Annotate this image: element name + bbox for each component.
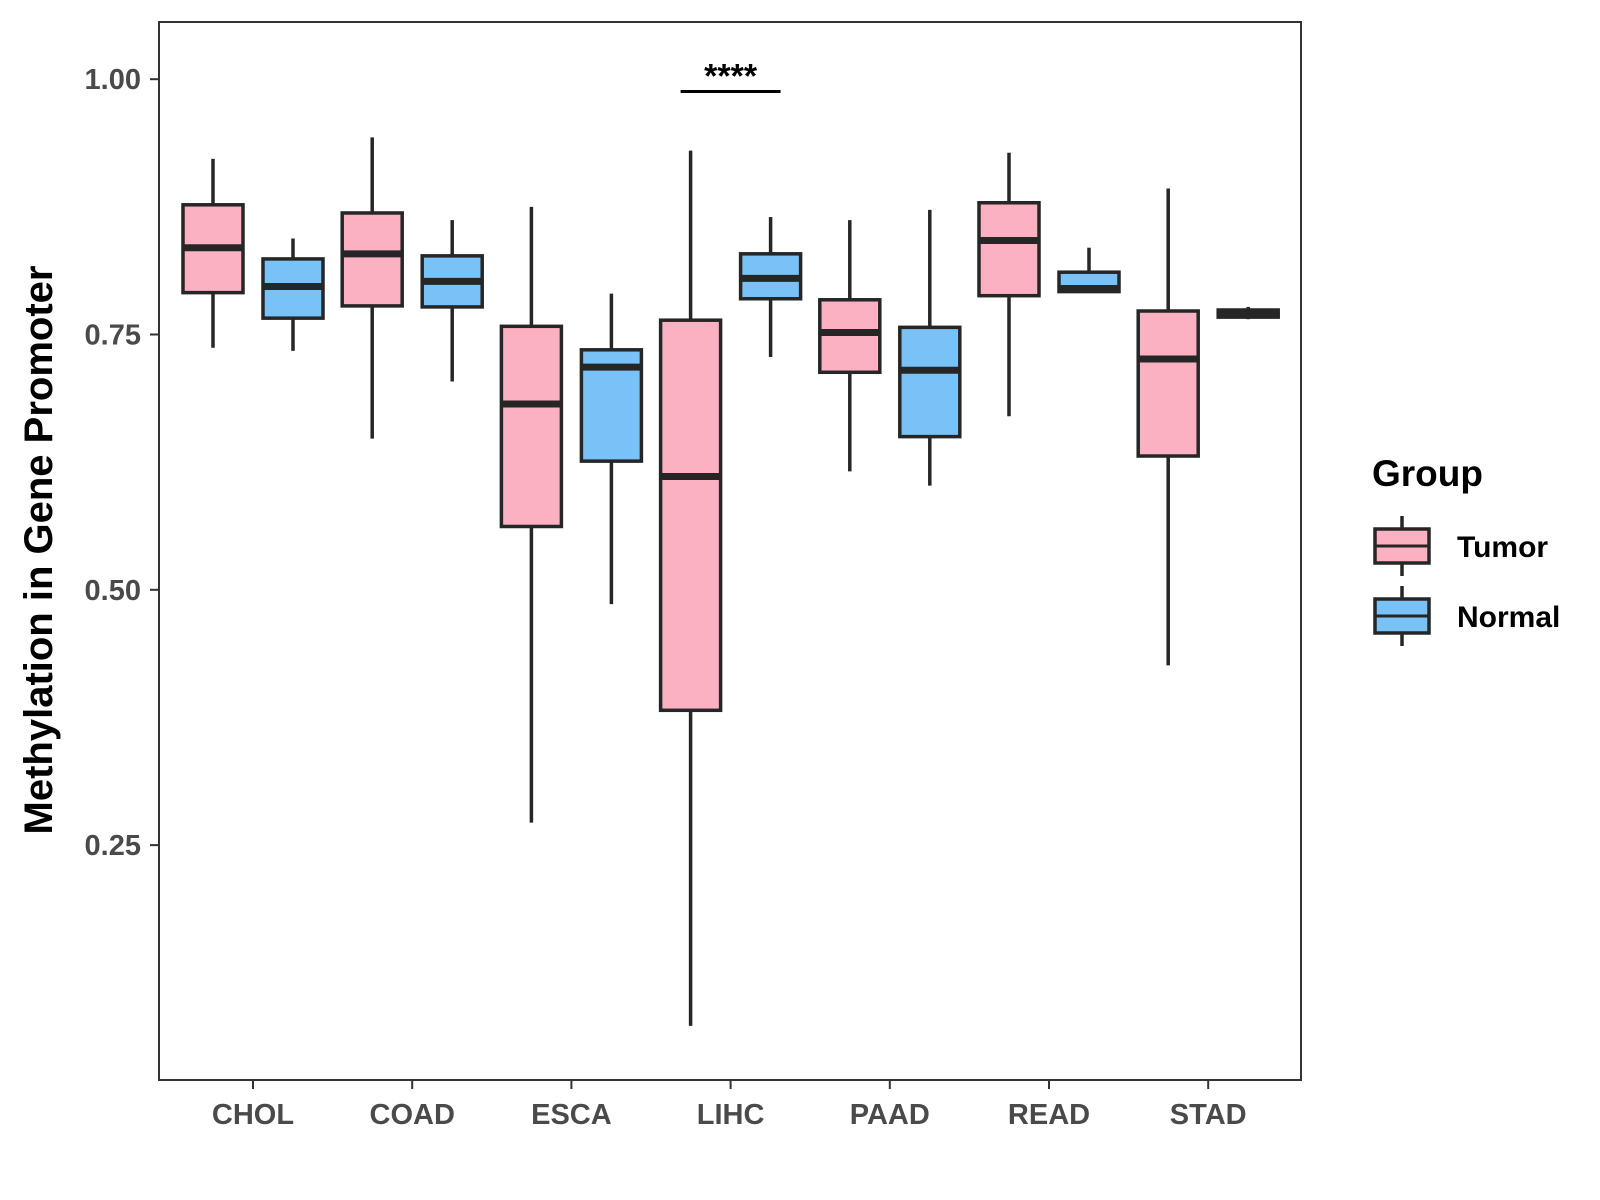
x-tick-label-esca: ESCA [531, 1099, 612, 1131]
legend-title: Group [1372, 453, 1483, 494]
box-normal-lihc [738, 217, 803, 357]
y-tick-label: 0.75 [85, 319, 141, 351]
box-tumor-paad [818, 220, 882, 472]
box-normal-coad [420, 220, 484, 382]
box-normal-stad [1216, 306, 1280, 320]
box-tumor-lihc [658, 150, 723, 1026]
x-tick-label-read: READ [1008, 1099, 1090, 1131]
box-tumor-chol [181, 158, 245, 348]
y-tick-label: 1.00 [85, 64, 141, 96]
box-iqr [340, 211, 404, 308]
significance-annotations: **** [680, 57, 781, 95]
y-axis: 0.25 0.50 0.75 1.00 [85, 64, 159, 862]
box-normal-paad [898, 209, 962, 486]
box-normal-read [1057, 247, 1121, 294]
y-tick-label: 0.50 [85, 575, 141, 607]
y-tick-label: 0.25 [85, 830, 141, 862]
box-iqr [818, 298, 882, 375]
box-tumor-read [977, 152, 1041, 417]
box-tumor-esca [499, 206, 564, 823]
significance-label: **** [704, 57, 758, 95]
legend-item-normal: Normal [1373, 586, 1560, 646]
box-tumor-stad [1136, 188, 1200, 666]
box-iqr [499, 324, 564, 529]
x-tick-label-lihc: LIHC [697, 1099, 765, 1131]
y-axis-title: Methylation in Gene Promoter [17, 266, 61, 835]
x-axis: CHOL COAD ESCA LIHC PAAD READ STAD [212, 1080, 1247, 1131]
box-iqr [658, 318, 723, 713]
x-tick-label-chol: CHOL [212, 1099, 294, 1131]
box-iqr [977, 201, 1041, 298]
x-tick-label-paad: PAAD [850, 1099, 930, 1131]
box-normal-esca [579, 293, 644, 605]
box-tumor-coad [340, 137, 404, 439]
box-normal-chol [261, 238, 325, 351]
box-series [181, 137, 1280, 1026]
legend-item-tumor: Tumor [1373, 516, 1548, 576]
legend-label-normal: Normal [1457, 601, 1560, 634]
x-tick-label-stad: STAD [1170, 1099, 1247, 1131]
legend: Group Tumor Normal [1372, 453, 1560, 646]
x-tick-label-coad: COAD [370, 1099, 455, 1131]
box-iqr [1136, 309, 1200, 458]
legend-label-tumor: Tumor [1457, 531, 1548, 564]
box-iqr [898, 325, 962, 439]
